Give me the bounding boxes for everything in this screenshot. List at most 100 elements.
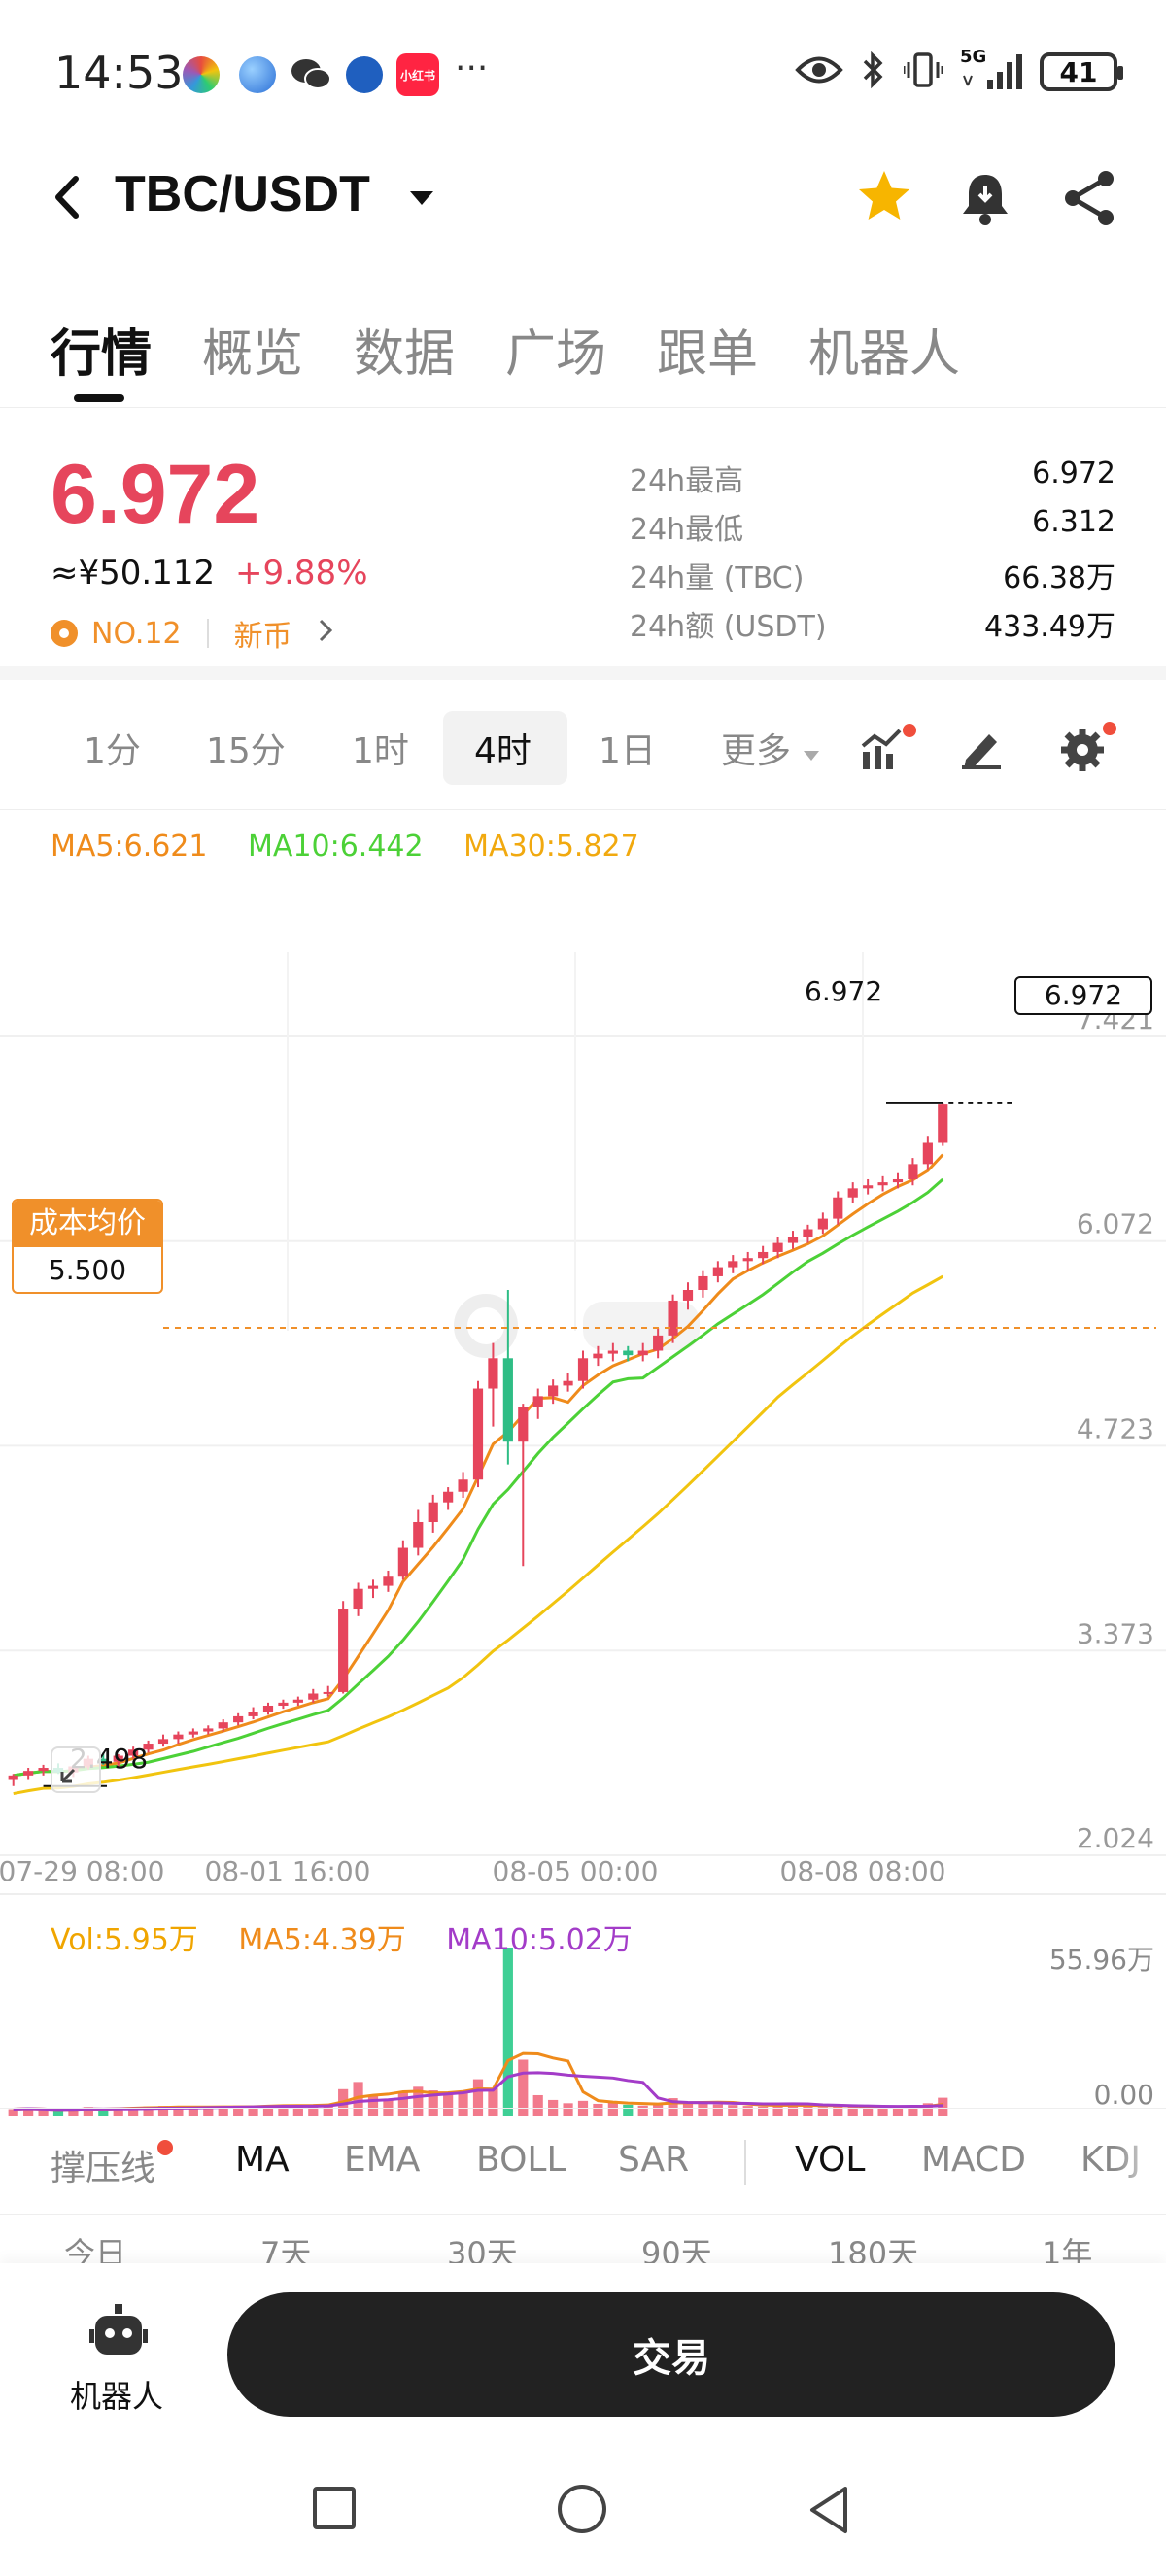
candle-body <box>338 1609 349 1692</box>
interval-4h[interactable]: 4时 <box>474 731 532 771</box>
volume-bar <box>922 2103 933 2116</box>
interval-1d[interactable]: 1日 <box>599 731 656 771</box>
range-180d[interactable]: 180天 <box>828 2235 919 2263</box>
volume-bar <box>443 2094 454 2116</box>
favorite-star-icon[interactable] <box>855 167 913 229</box>
indicator-boll[interactable]: BOLL <box>476 2140 566 2180</box>
range-7d[interactable]: 7天 <box>260 2235 312 2263</box>
volume-bar <box>668 2098 678 2116</box>
trade-button[interactable]: 交易 <box>227 2292 1115 2417</box>
eye-icon <box>795 53 843 90</box>
volume-bar <box>787 2104 799 2116</box>
draw-tool-icon[interactable] <box>958 723 1007 775</box>
candle-body <box>742 1258 753 1262</box>
robot-label[interactable]: 机器人 <box>70 2378 164 2415</box>
volume-bar <box>278 2104 289 2116</box>
vol-label: Vol:5.95万 <box>51 1923 198 1957</box>
volume-bar <box>68 2109 79 2116</box>
range-90d[interactable]: 90天 <box>641 2235 712 2263</box>
volume-bar <box>908 2105 918 2116</box>
chart-settings-icon[interactable] <box>1057 721 1117 779</box>
rank-row[interactable]: NO.12 新币 <box>51 612 333 655</box>
candle-body <box>577 1358 589 1381</box>
candle-body <box>728 1261 738 1268</box>
candle-body <box>787 1237 799 1243</box>
indicator-support-resistance[interactable]: 撑压线 <box>51 2140 174 2190</box>
candle-body <box>323 1691 333 1694</box>
expand-chart-icon[interactable] <box>51 1746 101 1793</box>
indicator-macd[interactable]: MACD <box>921 2140 1026 2180</box>
volume-bar <box>203 2107 214 2116</box>
volume-bar <box>383 2099 394 2116</box>
candle-body <box>623 1350 634 1356</box>
range-30d[interactable]: 30天 <box>447 2235 518 2263</box>
volume-bar <box>488 2087 498 2116</box>
pair-title[interactable]: TBC/USDT <box>115 166 370 222</box>
candle-body <box>847 1188 858 1198</box>
candle-body <box>548 1385 559 1397</box>
indicator-chart-icon[interactable] <box>859 723 917 781</box>
candle-body <box>518 1407 529 1442</box>
pair-dropdown-icon[interactable] <box>408 188 435 212</box>
volume-bar <box>233 2105 244 2116</box>
system-nav-bar <box>0 2438 1166 2576</box>
tab-bots[interactable]: 机器人 <box>808 325 961 384</box>
indicator-sar[interactable]: SAR <box>618 2140 690 2180</box>
range-today[interactable]: 今日 <box>64 2235 127 2263</box>
interval-1m[interactable]: 1分 <box>84 731 141 771</box>
interval-15m[interactable]: 15分 <box>206 731 286 771</box>
volume-bar <box>698 2103 708 2116</box>
volume-bar <box>532 2094 543 2116</box>
indicator-vol[interactable]: VOL <box>795 2140 866 2180</box>
stat-high-label: 24h最高 <box>630 464 744 498</box>
tab-market[interactable]: 行情 <box>51 325 153 384</box>
candle-body <box>458 1479 468 1492</box>
candle-body <box>607 1350 618 1354</box>
volume-bar <box>8 2109 18 2116</box>
indicator-kdj[interactable]: KDJ <box>1080 2140 1141 2180</box>
home-icon[interactable] <box>558 2485 606 2533</box>
cost-average-value: 5.500 <box>48 1254 127 1286</box>
candle-body <box>833 1197 843 1219</box>
tab-copy-trading[interactable]: 跟单 <box>657 325 759 384</box>
volume-bar <box>803 2105 813 2116</box>
indicator-ema[interactable]: EMA <box>344 2140 421 2180</box>
cost-average-box[interactable]: 成本均价 5.500 <box>12 1199 163 1294</box>
volume-bar <box>23 2108 34 2116</box>
share-icon[interactable] <box>1061 169 1119 231</box>
indicator-bar: 撑压线 MA EMA BOLL SAR VOL MACD KDJ <box>0 2108 1166 2215</box>
volume-bar <box>772 2104 783 2116</box>
interval-more[interactable]: 更多 <box>721 723 821 773</box>
robot-icon[interactable] <box>89 2304 148 2364</box>
status-time: 14:53 <box>54 47 184 99</box>
candle-body <box>817 1218 828 1230</box>
signal-icon: 5G <box>960 47 1022 91</box>
tab-data[interactable]: 数据 <box>354 325 456 384</box>
candle-body <box>397 1547 408 1577</box>
back-icon[interactable] <box>49 173 87 225</box>
candle-body <box>877 1182 888 1186</box>
ma10-label: MA10:6.442 <box>248 830 424 864</box>
tab-square[interactable]: 广场 <box>505 325 607 384</box>
volume-bar <box>113 2108 123 2116</box>
multicolor-app-icon <box>183 56 220 93</box>
x-tick-label: 07-29 08:00 <box>0 1855 164 1887</box>
back-nav-icon[interactable] <box>806 2485 851 2539</box>
caret-down-icon <box>802 731 821 771</box>
volume-bar <box>563 2103 573 2116</box>
recent-apps-icon[interactable] <box>313 2487 356 2529</box>
new-dot-icon <box>157 2140 174 2155</box>
volume-bar <box>248 2106 258 2116</box>
more-notifications-icon: ··· <box>455 49 489 88</box>
volume-bar <box>502 1948 513 2116</box>
price-alert-icon[interactable] <box>958 169 1012 231</box>
indicator-ma[interactable]: MA <box>235 2140 290 2180</box>
candle-body <box>758 1251 769 1259</box>
volume-bar <box>52 2111 64 2116</box>
stat-volume-label: 24h量 (TBC) <box>630 561 805 595</box>
bluetooth-icon <box>861 51 886 93</box>
range-1y[interactable]: 1年 <box>1042 2235 1093 2263</box>
tab-overview[interactable]: 概览 <box>202 325 304 384</box>
interval-1h[interactable]: 1时 <box>352 731 409 771</box>
